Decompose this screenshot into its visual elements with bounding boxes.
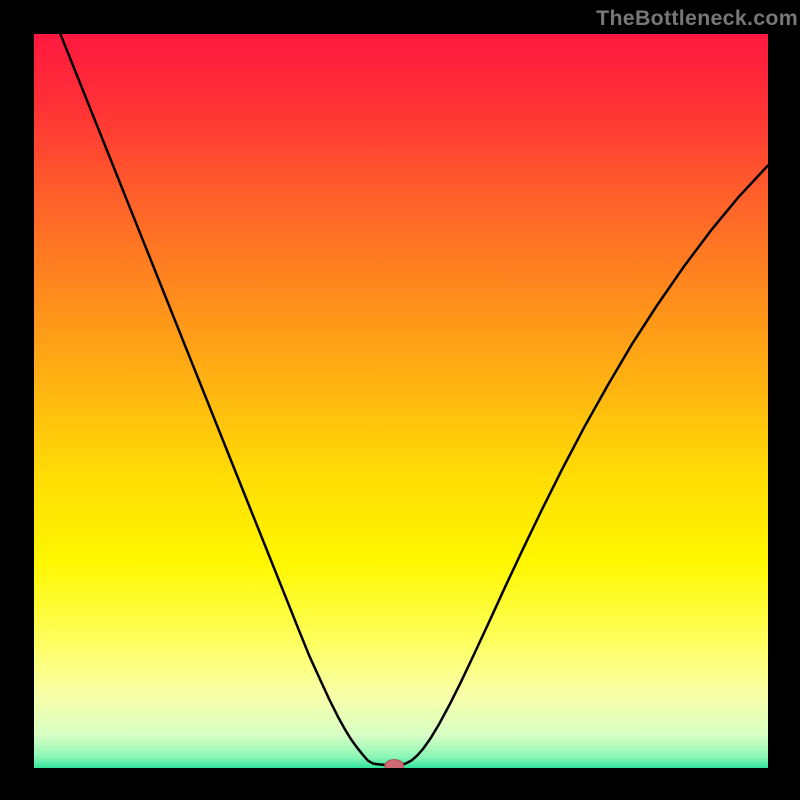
- watermark: TheBottleneck.com: [596, 6, 798, 31]
- bottleneck-curve: [34, 34, 768, 768]
- plot-area: [34, 34, 768, 768]
- figure-root: { "figure": { "type": "line", "width_px"…: [0, 0, 800, 800]
- watermark-text: TheBottleneck.com: [596, 6, 798, 30]
- minimum-marker: [385, 759, 405, 768]
